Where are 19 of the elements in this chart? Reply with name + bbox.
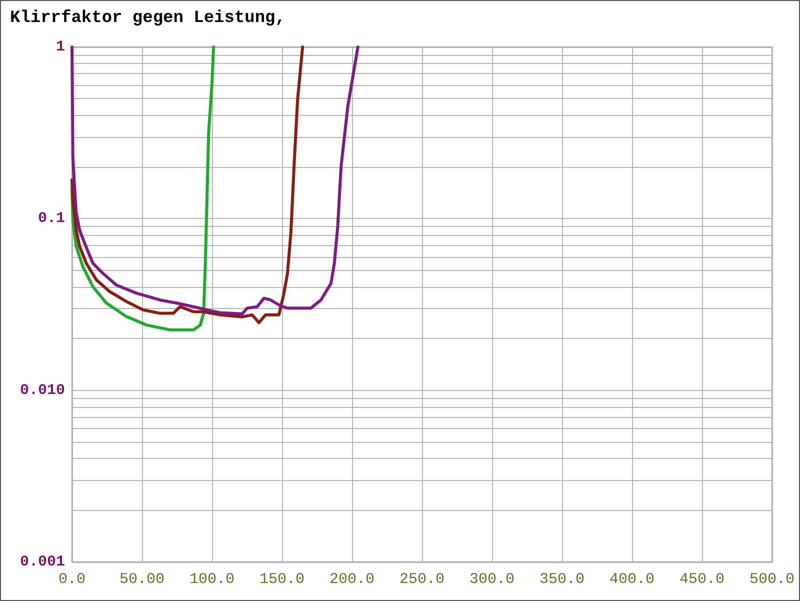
- x-tick-label: 200.0: [329, 571, 375, 588]
- y-tick-label: 0.001: [20, 554, 65, 570]
- x-tick-label: 150.0: [259, 571, 305, 588]
- y-tick-label: 0.010: [20, 382, 65, 399]
- x-tick-label: 100.0: [189, 571, 235, 588]
- x-tick-label: 500.0: [749, 571, 795, 588]
- chart-title: Klirrfaktor gegen Leistung,: [10, 9, 286, 28]
- x-tick-label: 250.0: [399, 571, 445, 588]
- y-tick-label: 0.1: [38, 210, 65, 228]
- line-series: [70, 46, 216, 332]
- x-tick-label: 400.0: [609, 571, 655, 588]
- x-tick-label: 350.0: [539, 571, 585, 588]
- x-tick-label: 0.0: [58, 571, 86, 588]
- x-tick-label: 50.00: [119, 571, 165, 588]
- y-tick-label: 1: [56, 38, 65, 56]
- line-series: [70, 46, 360, 316]
- x-tick-label: 300.0: [469, 571, 515, 588]
- x-tick-label: 450.0: [679, 571, 725, 588]
- line-series: [70, 46, 304, 324]
